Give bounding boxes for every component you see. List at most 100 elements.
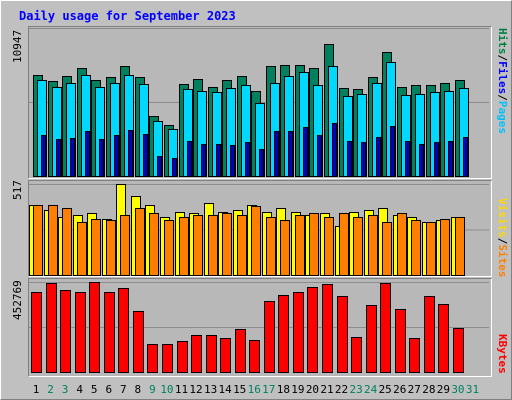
bar-pages-day-14 bbox=[230, 145, 235, 177]
bar-pages-day-13 bbox=[216, 144, 221, 177]
x-tick-day-5: 5 bbox=[91, 383, 98, 396]
graph-title: Daily usage for September 2023 bbox=[19, 9, 236, 23]
bar-sites-day-14 bbox=[222, 213, 232, 276]
bar-kbytes-day-2 bbox=[46, 283, 57, 373]
bar-sites-day-15 bbox=[237, 215, 247, 276]
x-tick-day-11: 11 bbox=[175, 383, 188, 396]
bar-pages-day-1 bbox=[41, 135, 46, 177]
bar-pages-day-30 bbox=[463, 137, 468, 177]
bar-pages-day-29 bbox=[448, 141, 453, 177]
bar-kbytes-day-9 bbox=[147, 344, 158, 373]
bar-pages-day-6 bbox=[114, 135, 119, 177]
x-tick-day-18: 18 bbox=[277, 383, 290, 396]
bar-kbytes-day-23 bbox=[351, 337, 362, 373]
bar-pages-day-25 bbox=[390, 126, 395, 177]
bar-kbytes-day-20 bbox=[307, 287, 318, 373]
bar-kbytes-day-10 bbox=[162, 344, 173, 373]
x-tick-day-7: 7 bbox=[120, 383, 127, 396]
bar-pages-day-7 bbox=[128, 130, 133, 177]
bar-sites-day-27 bbox=[411, 220, 421, 276]
bar-kbytes-day-12 bbox=[191, 335, 202, 373]
bar-sites-day-2 bbox=[48, 205, 58, 276]
x-tick-day-20: 20 bbox=[306, 383, 319, 396]
bar-sites-day-26 bbox=[397, 213, 407, 276]
bar-kbytes-day-4 bbox=[75, 292, 86, 373]
bar-kbytes-day-13 bbox=[206, 335, 217, 373]
bar-pages-day-10 bbox=[172, 158, 177, 177]
bar-pages-day-2 bbox=[56, 139, 61, 177]
bar-sites-day-19 bbox=[295, 215, 305, 276]
bar-sites-day-6 bbox=[106, 220, 116, 276]
bar-kbytes-day-14 bbox=[220, 338, 231, 373]
bar-sites-day-1 bbox=[33, 205, 43, 276]
x-tick-day-6: 6 bbox=[105, 383, 112, 396]
bar-kbytes-day-29 bbox=[438, 304, 449, 373]
bar-sites-day-29 bbox=[440, 219, 450, 276]
bar-kbytes-day-26 bbox=[395, 309, 406, 373]
x-tick-day-23: 23 bbox=[349, 383, 362, 396]
bar-pages-day-20 bbox=[317, 135, 322, 177]
x-tick-day-12: 12 bbox=[189, 383, 202, 396]
x-tick-day-2: 2 bbox=[47, 383, 54, 396]
x-tick-day-1: 1 bbox=[33, 383, 40, 396]
bar-sites-day-11 bbox=[179, 217, 189, 276]
x-tick-day-26: 26 bbox=[393, 383, 406, 396]
bar-sites-day-3 bbox=[62, 208, 72, 276]
x-tick-day-3: 3 bbox=[62, 383, 69, 396]
x-tick-day-25: 25 bbox=[379, 383, 392, 396]
x-tick-day-19: 19 bbox=[291, 383, 304, 396]
bar-kbytes-day-25 bbox=[380, 283, 391, 373]
bar-pages-day-12 bbox=[201, 144, 206, 177]
bar-sites-day-9 bbox=[149, 213, 159, 276]
bar-pages-day-19 bbox=[303, 127, 308, 177]
x-tick-day-8: 8 bbox=[135, 383, 142, 396]
bar-kbytes-day-1 bbox=[31, 292, 42, 373]
bar-sites-day-20 bbox=[309, 213, 319, 276]
bar-kbytes-day-15 bbox=[235, 329, 246, 373]
bar-kbytes-day-17 bbox=[264, 301, 275, 373]
bar-pages-day-26 bbox=[405, 141, 410, 177]
bar-kbytes-day-21 bbox=[322, 284, 333, 373]
bar-pages-day-3 bbox=[70, 138, 75, 177]
bar-kbytes-day-28 bbox=[424, 296, 435, 373]
bar-kbytes-day-11 bbox=[177, 341, 188, 373]
bar-pages-day-11 bbox=[187, 141, 192, 177]
bar-sites-day-4 bbox=[77, 222, 87, 276]
x-tick-day-14: 14 bbox=[219, 383, 233, 396]
bar-sites-day-17 bbox=[266, 217, 276, 276]
bar-kbytes-day-8 bbox=[133, 311, 144, 373]
x-tick-day-16: 16 bbox=[248, 383, 261, 396]
bar-sites-day-10 bbox=[164, 220, 174, 276]
x-tick-day-4: 4 bbox=[76, 383, 83, 396]
bar-sites-day-5 bbox=[91, 219, 101, 276]
bar-kbytes-day-19 bbox=[293, 292, 304, 373]
bar-kbytes-day-27 bbox=[409, 338, 420, 373]
x-tick-day-22: 22 bbox=[335, 383, 348, 396]
x-tick-day-13: 13 bbox=[204, 383, 217, 396]
x-tick-day-27: 27 bbox=[408, 383, 421, 396]
bar-pages-day-21 bbox=[332, 123, 337, 177]
x-tick-day-30: 30 bbox=[451, 383, 464, 396]
bar-kbytes-day-16 bbox=[249, 340, 260, 373]
x-tick-day-21: 21 bbox=[320, 383, 333, 396]
bar-pages-day-9 bbox=[157, 156, 162, 177]
bar-pages-day-5 bbox=[99, 139, 104, 177]
bar-kbytes-day-6 bbox=[104, 292, 115, 373]
bar-pages-day-4 bbox=[85, 131, 90, 177]
bar-pages-day-23 bbox=[361, 142, 366, 177]
x-tick-day-17: 17 bbox=[262, 383, 275, 396]
bar-kbytes-day-30 bbox=[453, 328, 464, 373]
bar-pages-day-28 bbox=[434, 142, 439, 177]
x-tick-day-28: 28 bbox=[422, 383, 435, 396]
bar-pages-day-18 bbox=[288, 131, 293, 177]
bar-pages-day-8 bbox=[143, 134, 148, 177]
bar-sites-day-22 bbox=[339, 213, 349, 276]
bar-sites-day-16 bbox=[251, 206, 261, 276]
bar-pages-day-15 bbox=[245, 142, 250, 177]
bar-sites-day-8 bbox=[135, 208, 145, 276]
bar-pages-day-24 bbox=[376, 137, 381, 177]
bar-sites-day-25 bbox=[382, 222, 392, 276]
x-tick-day-31: 31 bbox=[466, 383, 479, 396]
bar-kbytes-day-3 bbox=[60, 290, 71, 373]
